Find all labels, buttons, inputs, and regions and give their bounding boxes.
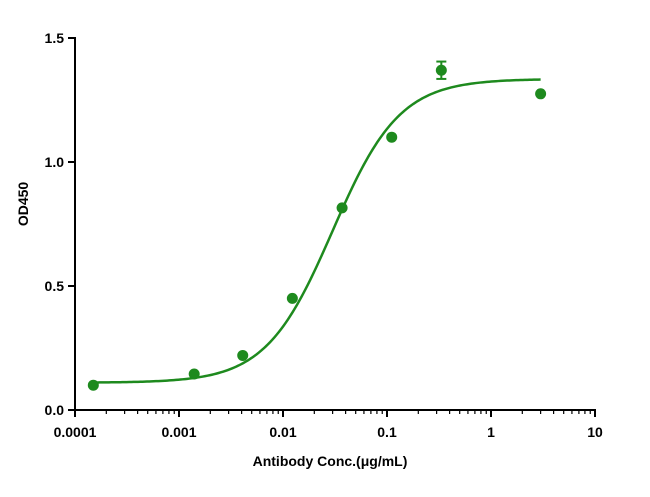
x-tick-label-4: 1 (487, 424, 495, 440)
data-point-4 (336, 202, 348, 214)
data-point-5 (386, 131, 398, 143)
y-axis-ticks: 0.0 0.5 1.0 1.5 (45, 30, 75, 418)
axes (74, 37, 596, 411)
x-axis-minor-ticks (105, 410, 591, 414)
y-tick-label-3: 1.5 (45, 30, 65, 46)
data-point-6 (435, 64, 447, 76)
data-point-3 (286, 292, 298, 304)
data-point-7 (535, 88, 547, 100)
x-tick-label-1: 0.001 (161, 424, 196, 440)
x-tick-label-5: 10 (587, 424, 603, 440)
x-axis-ticks: 0.0001 0.001 0.01 0.1 1 10 (54, 410, 603, 440)
x-tick-label-3: 0.1 (377, 424, 397, 440)
fit-curve (93, 78, 541, 384)
data-point-0 (87, 379, 99, 391)
x-tick-label-0: 0.0001 (54, 424, 97, 440)
y-tick-label-1: 0.5 (45, 278, 65, 294)
y-tick-label-0: 0.0 (45, 402, 65, 418)
x-axis-title: Antibody Conc.(μg/mL) (253, 453, 408, 469)
data-point-1 (188, 368, 200, 380)
y-tick-label-2: 1.0 (45, 154, 65, 170)
y-axis-title: OD450 (15, 182, 31, 227)
data-point-2 (237, 349, 249, 361)
x-tick-label-2: 0.01 (269, 424, 296, 440)
data-points (87, 60, 547, 391)
